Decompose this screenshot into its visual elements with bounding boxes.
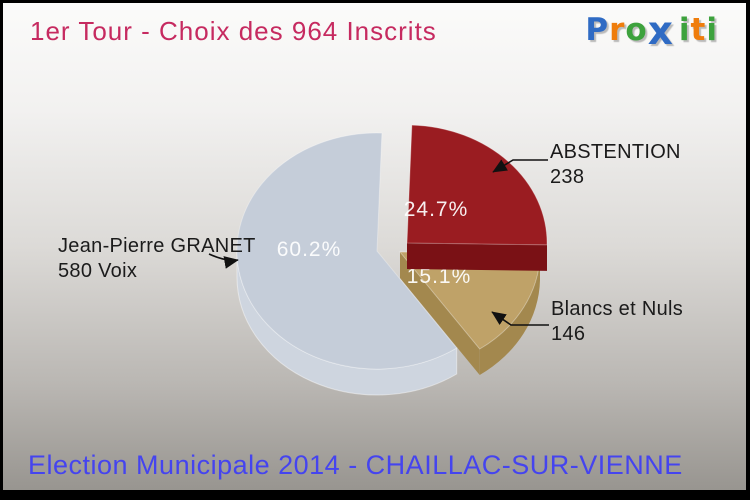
pie-slices: 15.1%24.7%60.2% bbox=[237, 125, 547, 395]
callout-blancs-value: 146 bbox=[551, 322, 683, 347]
pct-label-granet: 60.2% bbox=[277, 238, 342, 261]
callout-abstention-label: ABSTENTION bbox=[550, 140, 681, 165]
callout-abstention-value: 238 bbox=[550, 165, 681, 190]
callout-abstention: ABSTENTION 238 bbox=[550, 140, 681, 190]
callout-granet-label: Jean-Pierre GRANET bbox=[58, 234, 256, 259]
pie-cutwall-abstention bbox=[407, 243, 547, 271]
callout-granet-value: 580 Voix bbox=[58, 259, 256, 284]
callout-granet: Jean-Pierre GRANET 580 Voix bbox=[58, 234, 256, 284]
callout-blancs: Blancs et Nuls 146 bbox=[551, 297, 683, 347]
callout-blancs-label: Blancs et Nuls bbox=[551, 297, 683, 322]
pie-slice-abstention bbox=[407, 125, 547, 245]
chart-caption: Election Municipale 2014 - CHAILLAC-SUR-… bbox=[28, 450, 683, 481]
pct-label-abstention: 24.7% bbox=[404, 198, 469, 221]
